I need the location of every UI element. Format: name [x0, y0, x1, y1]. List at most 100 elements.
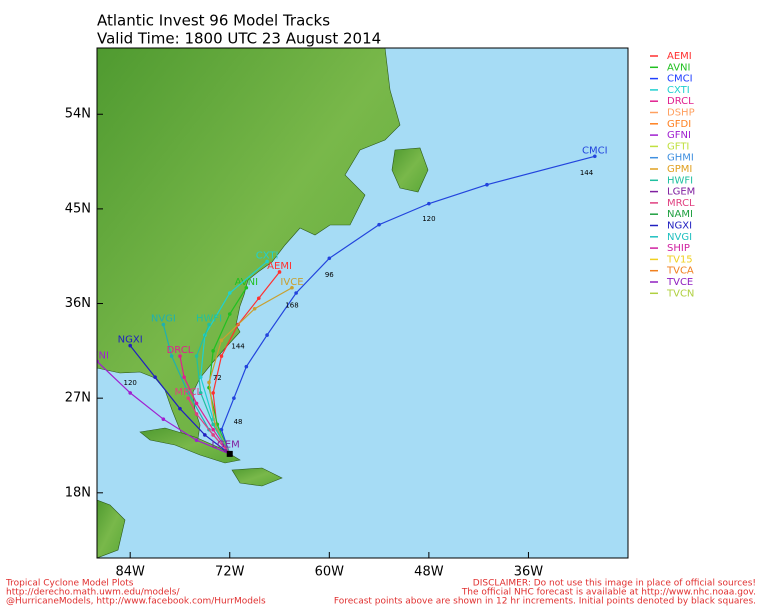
footer-left: http://derecho.math.uwm.edu/models/ — [6, 588, 180, 598]
legend: AEMIAVNICMCICXTIDRCLDSHPGFDIGFNIGFTIGHMI… — [650, 51, 695, 299]
hour-label: 120 — [124, 379, 137, 387]
track-point — [265, 333, 269, 337]
track-label: MRCL — [174, 387, 202, 398]
track-point — [207, 380, 211, 385]
track-point — [327, 256, 332, 261]
legend-label: GFNI — [667, 130, 691, 141]
x-tick-label: 84W — [115, 565, 145, 580]
y-tick-label: 36N — [65, 296, 91, 311]
track-point — [211, 422, 215, 427]
legend-label: GHMI — [667, 153, 694, 164]
frame — [96, 47, 629, 559]
legend-label: AVNI — [667, 62, 690, 73]
track-point — [178, 354, 182, 358]
track-label: NVGI — [151, 314, 176, 325]
track-point — [128, 343, 132, 348]
track — [208, 287, 247, 455]
land — [97, 48, 429, 558]
track-point — [186, 391, 191, 395]
footer-right: The official NHC forecast is available a… — [461, 588, 756, 598]
hour-label: 168 — [285, 301, 298, 309]
legend-label: HWFI — [667, 175, 693, 186]
tracks: CMCI AEMI AVNI CXTI IVCE HWFI NVGI NGXI GFNI DRCL… — [85, 145, 608, 457]
track-point — [294, 291, 298, 295]
track-point — [377, 222, 381, 227]
track-point — [290, 285, 294, 290]
track-label: DRCL — [167, 345, 194, 356]
legend-label: CMCI — [667, 74, 693, 85]
hour-label: 144 — [231, 342, 245, 350]
title: Atlantic Invest 96 Model Tracks — [97, 12, 330, 30]
track-label: AEMI — [267, 261, 292, 272]
hour-label: 48 — [234, 418, 243, 426]
track-point — [169, 354, 174, 358]
track-point — [232, 396, 236, 400]
track-point — [211, 349, 215, 353]
track-label: NGXI — [118, 335, 143, 346]
legend-label: NGXI — [667, 221, 692, 232]
legend-label: TVCE — [666, 277, 693, 288]
track-point — [277, 270, 282, 274]
track-point — [227, 291, 232, 295]
legend-label: SHIP — [667, 243, 690, 254]
track-point — [219, 338, 224, 343]
legend-label: NAMI — [667, 209, 693, 220]
legend-label: DRCL — [667, 96, 694, 107]
track-point — [194, 438, 199, 443]
track-point — [427, 201, 431, 206]
track-label: CXTI — [256, 250, 279, 261]
track-point — [211, 391, 215, 395]
x-tick-label: 48W — [414, 565, 444, 580]
track — [208, 287, 293, 455]
initial-point — [226, 450, 233, 457]
legend-label: NVGI — [667, 232, 692, 243]
track-point — [186, 396, 191, 400]
hour-label: 144 — [580, 169, 594, 177]
track-point — [244, 285, 249, 290]
hour-label: 72 — [213, 374, 222, 382]
x-tick-label: 36W — [514, 565, 544, 580]
y-tick-label: 54N — [65, 107, 91, 122]
track-point — [194, 401, 199, 406]
track-label: GFNI — [85, 350, 109, 361]
track-point — [256, 296, 261, 301]
legend-label: TV15 — [666, 254, 693, 265]
legend-label: AEMI — [667, 51, 692, 62]
hour-label: 120 — [422, 215, 435, 223]
legend-label: CXTI — [667, 85, 690, 96]
subtitle: Valid Time: 1800 UTC 23 August 2014 — [97, 30, 381, 48]
track-point — [194, 354, 199, 358]
track-point — [153, 375, 157, 379]
track-point — [211, 433, 215, 437]
track-point — [161, 417, 166, 421]
track-point — [198, 391, 203, 395]
footer-left: @HurricaneModels, http://www.facebook.co… — [6, 597, 266, 607]
legend-label: TVCA — [666, 266, 694, 277]
legend-label: TVCN — [666, 288, 694, 299]
track — [187, 397, 231, 455]
track-point — [178, 406, 182, 411]
track-point — [203, 433, 207, 437]
footer-right: DISCLAIMER: Do not use this image in pla… — [473, 579, 756, 589]
track-point — [194, 412, 199, 416]
track-point — [198, 375, 203, 379]
track-point — [593, 154, 597, 159]
track-point — [252, 306, 257, 311]
track-point — [182, 375, 186, 379]
track-label: CMCI — [582, 145, 608, 156]
y-tick-label: 27N — [65, 391, 91, 406]
legend-label: LGEM — [667, 187, 695, 198]
x-tick-label: 60W — [315, 565, 345, 580]
x-tick-label: 72W — [215, 565, 245, 580]
track-point — [485, 182, 489, 187]
y-tick-label: 18N — [65, 485, 91, 500]
legend-label: MRCL — [667, 198, 695, 209]
legend-label: DSHP — [667, 108, 695, 119]
footer-left: Tropical Cyclone Model Plots — [5, 579, 134, 589]
track-point — [227, 312, 232, 316]
track-point — [161, 322, 166, 327]
track-label: IVCE — [280, 277, 303, 288]
footer-right: Forecast points above are shown in 12 hr… — [334, 597, 756, 607]
legend-label: GPMI — [667, 164, 692, 175]
y-tick-label: 45N — [65, 201, 91, 216]
